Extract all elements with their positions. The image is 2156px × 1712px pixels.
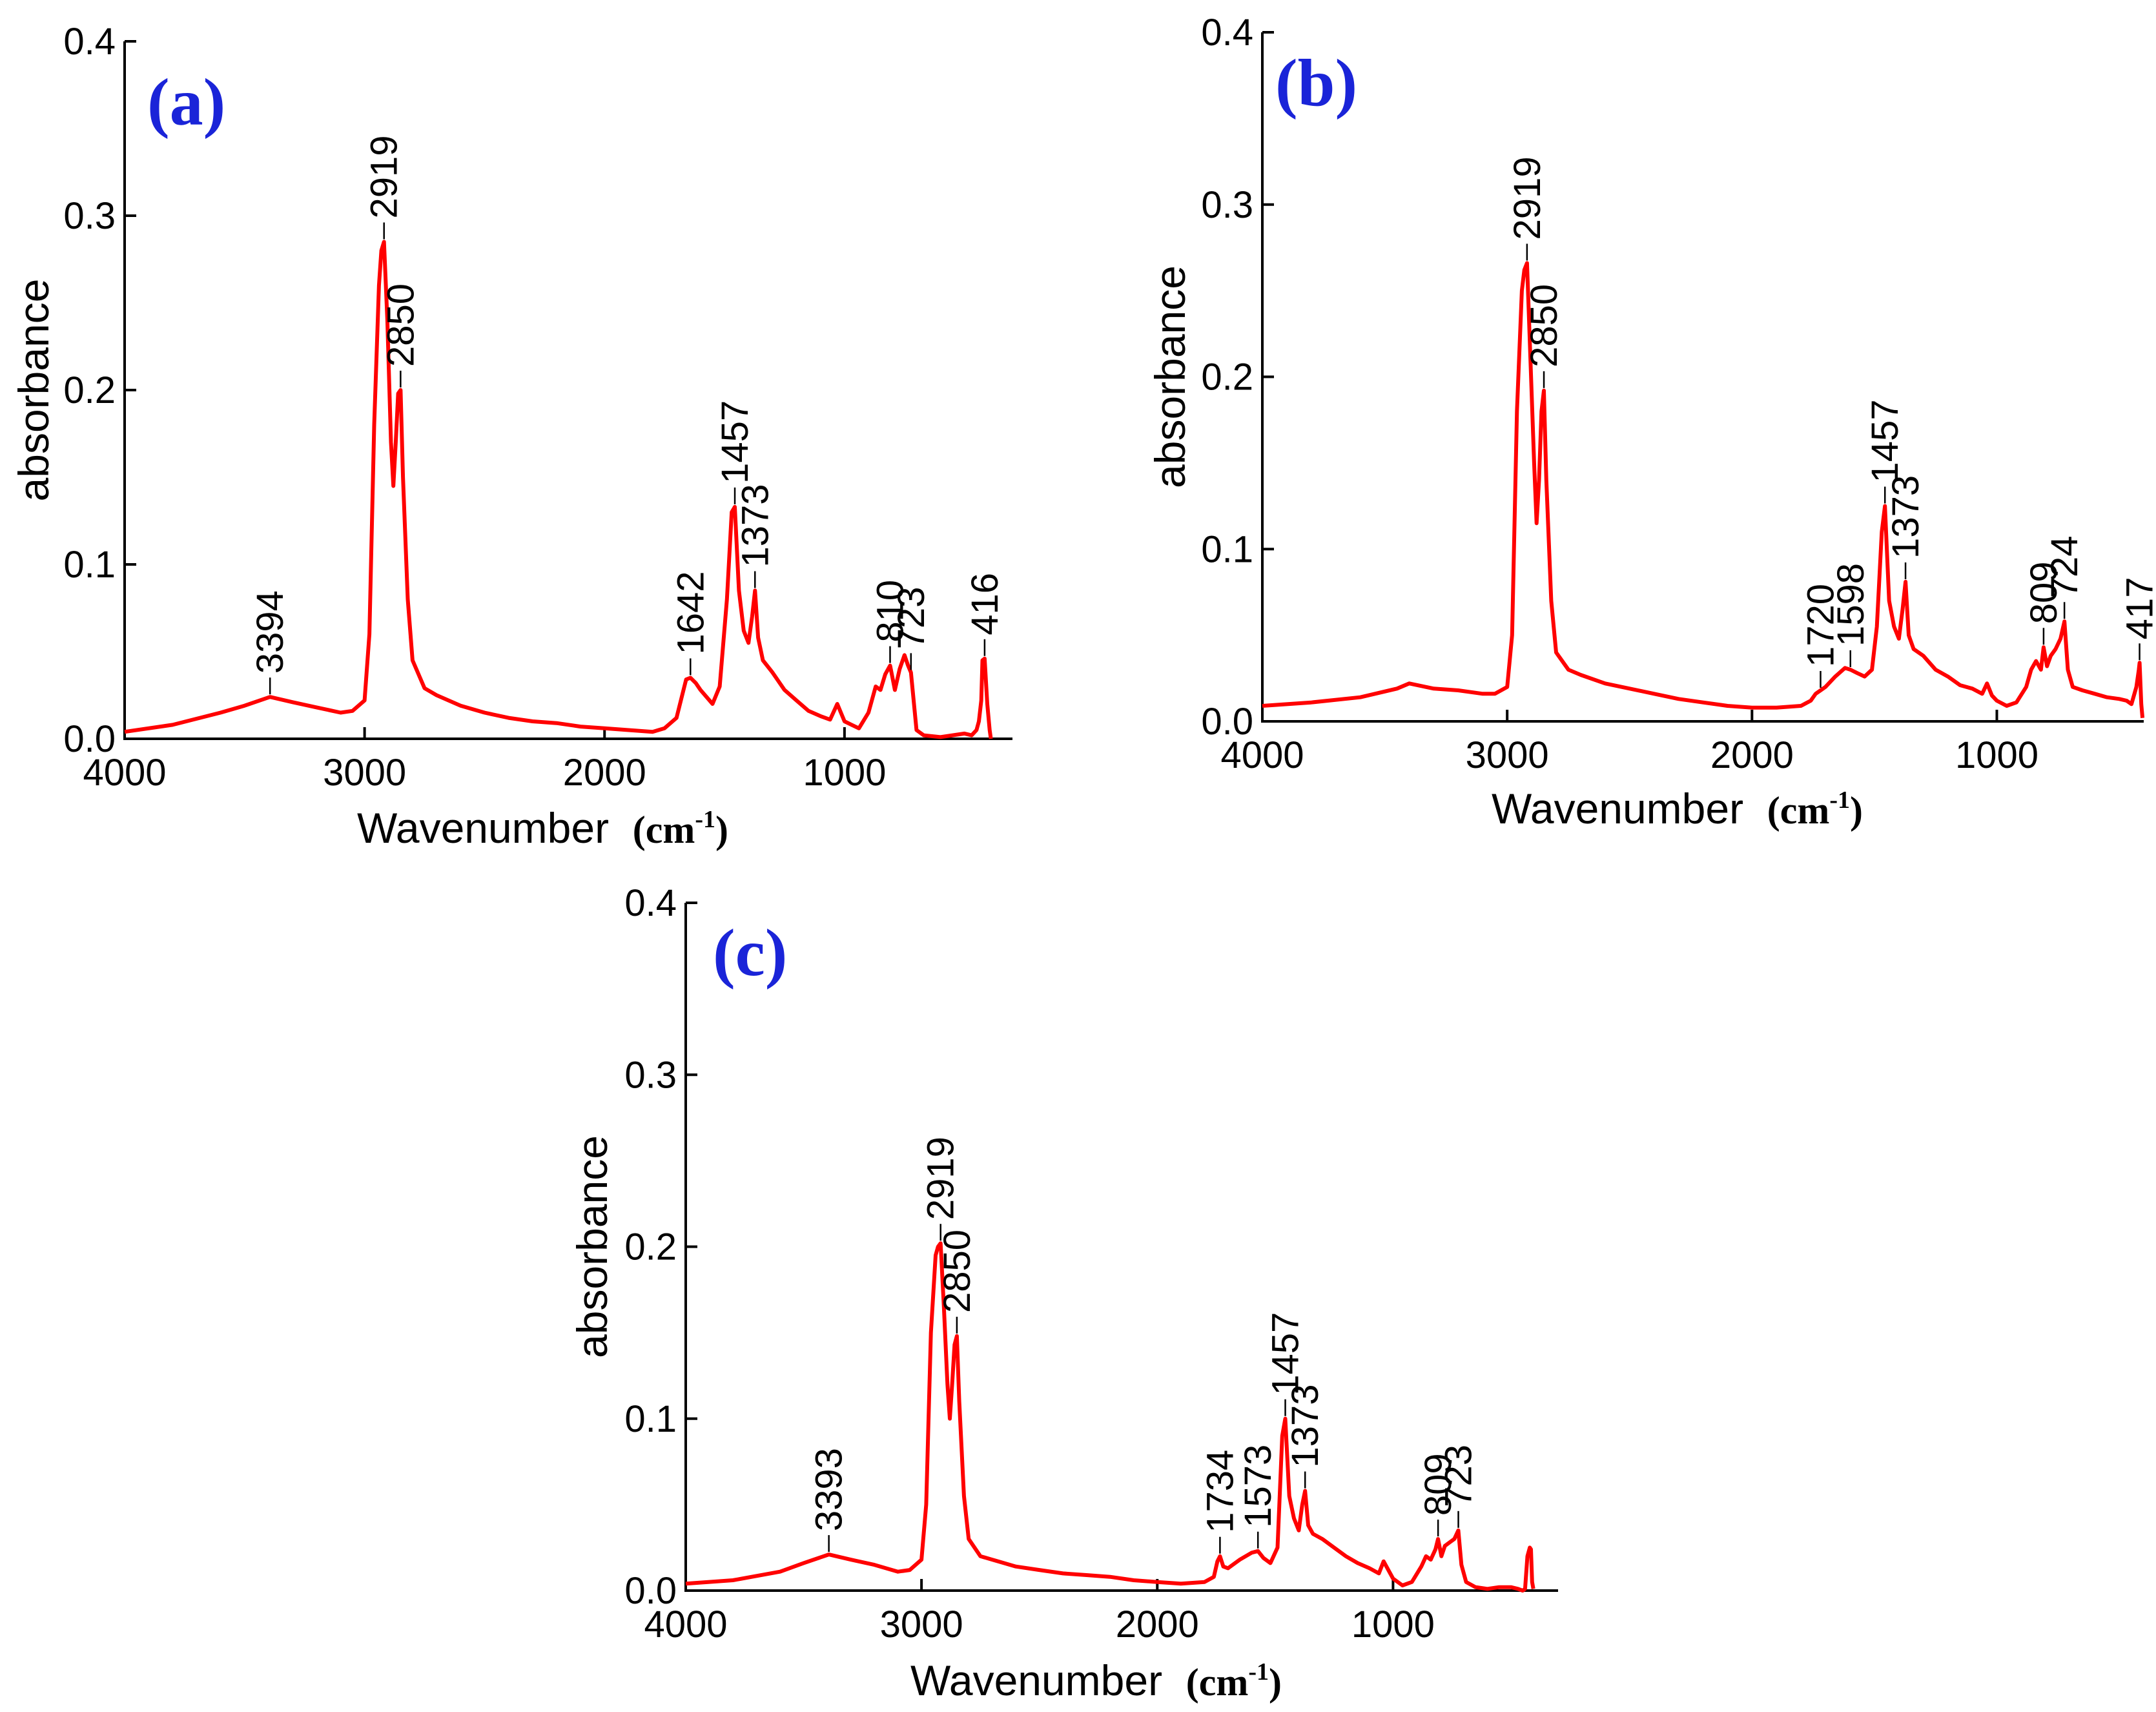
- x-tick-label: 1000: [803, 752, 886, 794]
- peak-label: 1598: [1830, 563, 1872, 646]
- peak-label: 723: [890, 587, 932, 650]
- peak-label: 809: [2023, 562, 2065, 624]
- peak-label: 1373: [734, 484, 776, 567]
- x-tick-label: 1000: [1955, 734, 2038, 776]
- y-tick-label: 0.2: [1201, 356, 1253, 398]
- spectrum-line: [685, 1241, 1535, 1593]
- panel-label: (c): [713, 916, 787, 990]
- x-axis-title-space: [1743, 785, 1767, 832]
- x-axis-title-word: Wavenumber: [1492, 785, 1743, 832]
- peak-label: 1457: [1265, 1312, 1307, 1396]
- x-tick-label: 3000: [880, 1604, 963, 1645]
- panel-c: 0.0 0.1 0.2 0.3 0.4 4000 3000 2000 1000 absorbanc…: [568, 882, 1558, 1704]
- x-axis-title-space: [609, 804, 633, 852]
- peak-label: 2919: [364, 135, 406, 218]
- x-tick-label: 2000: [563, 752, 646, 794]
- y-tick-label: 0.2: [624, 1226, 677, 1268]
- peak-label: 2850: [1523, 284, 1565, 367]
- peak-label: 724: [2044, 536, 2086, 599]
- x-axis-unit-open: (cm: [633, 809, 695, 851]
- x-tick-label: 3000: [323, 752, 406, 794]
- peak-label: 3393: [808, 1448, 850, 1531]
- x-tick-label: 1000: [1351, 1604, 1435, 1645]
- panel-label: (a): [147, 65, 225, 139]
- y-tick-label: 0.4: [624, 882, 677, 924]
- y-tick-label: 0.0: [1201, 701, 1253, 743]
- peak-label: 2919: [1506, 156, 1548, 240]
- x-axis-unit-superscript: -1: [695, 806, 715, 833]
- x-tick-label: 4000: [83, 752, 166, 794]
- y-tick-label: 0.4: [1201, 12, 1253, 54]
- x-axis-unit-close: ): [1269, 1661, 1282, 1704]
- y-tick-label: 0.3: [63, 195, 116, 237]
- x-axis-title-word: Wavenumber: [357, 804, 609, 852]
- x-axis-title: Wavenumber (cm-1): [910, 1656, 1282, 1704]
- peak-label: 3394: [249, 590, 291, 674]
- x-axis-title: Wavenumber (cm-1): [357, 804, 728, 852]
- x-axis-title-word: Wavenumber: [910, 1656, 1162, 1704]
- y-tick-label: 0.2: [63, 369, 116, 411]
- spectrum-line: [1262, 261, 2145, 718]
- y-tick-label: 0.0: [63, 718, 116, 760]
- spectrum-line: [124, 240, 993, 739]
- x-axis-title: Wavenumber (cm-1): [1492, 785, 1863, 832]
- x-tick-label: 4000: [1220, 734, 1304, 776]
- peak-label: 2850: [936, 1230, 978, 1313]
- peak-label: 417: [2119, 577, 2156, 640]
- y-tick-label: 0.3: [624, 1054, 677, 1096]
- x-axis-unit-superscript: -1: [1248, 1658, 1269, 1686]
- peak-label: 810: [869, 580, 911, 643]
- peak-label: 416: [964, 573, 1006, 635]
- peak-label: 1373: [1284, 1385, 1326, 1468]
- y-axis-title: absorbance: [10, 279, 57, 502]
- peak-label: 2850: [380, 284, 422, 367]
- y-axis-title: absorbance: [568, 1135, 616, 1358]
- x-axis-unit-superscript: -1: [1829, 787, 1850, 814]
- y-tick-label: 0.3: [1201, 184, 1253, 226]
- peak-label: 1373: [1885, 475, 1927, 559]
- y-tick-label: 0.1: [1201, 528, 1253, 570]
- x-axis-unit-close: ): [715, 809, 728, 851]
- y-tick-label: 0.1: [624, 1398, 677, 1440]
- y-tick-label: 0.0: [624, 1570, 677, 1612]
- peak-label: 723: [1438, 1445, 1480, 1507]
- peak-label: 2919: [920, 1137, 962, 1220]
- y-axis-title: absorbance: [1146, 265, 1194, 488]
- panel-b: 0.0 0.1 0.2 0.3 0.4 4000 3000 2000 1000 absorbanc…: [1146, 12, 2156, 832]
- panel-label: (b): [1275, 46, 1357, 120]
- peak-label: 1720: [1800, 584, 1842, 667]
- peak-label: 1573: [1237, 1445, 1279, 1528]
- x-axis-title-space: [1162, 1656, 1186, 1704]
- peak-label: 809: [1417, 1453, 1459, 1516]
- x-axis-unit-open: (cm: [1767, 789, 1830, 832]
- x-axis-unit-open: (cm: [1186, 1661, 1249, 1704]
- peak-label: 1457: [714, 400, 756, 484]
- peak-label: 1642: [670, 571, 712, 654]
- x-tick-label: 3000: [1466, 734, 1549, 776]
- x-tick-label: 4000: [644, 1604, 727, 1645]
- y-tick-label: 0.4: [63, 21, 116, 63]
- y-tick-label: 0.1: [63, 544, 116, 586]
- x-tick-label: 2000: [1710, 734, 1794, 776]
- peak-label: 1457: [1864, 400, 1906, 483]
- x-tick-label: 2000: [1116, 1604, 1199, 1645]
- x-axis-unit-close: ): [1850, 789, 1863, 832]
- peak-label: 1734: [1199, 1450, 1241, 1533]
- panel-a: 0.0 0.1 0.2 0.3 0.4 4000 3000 2000 1000 absorbanc…: [10, 21, 1012, 852]
